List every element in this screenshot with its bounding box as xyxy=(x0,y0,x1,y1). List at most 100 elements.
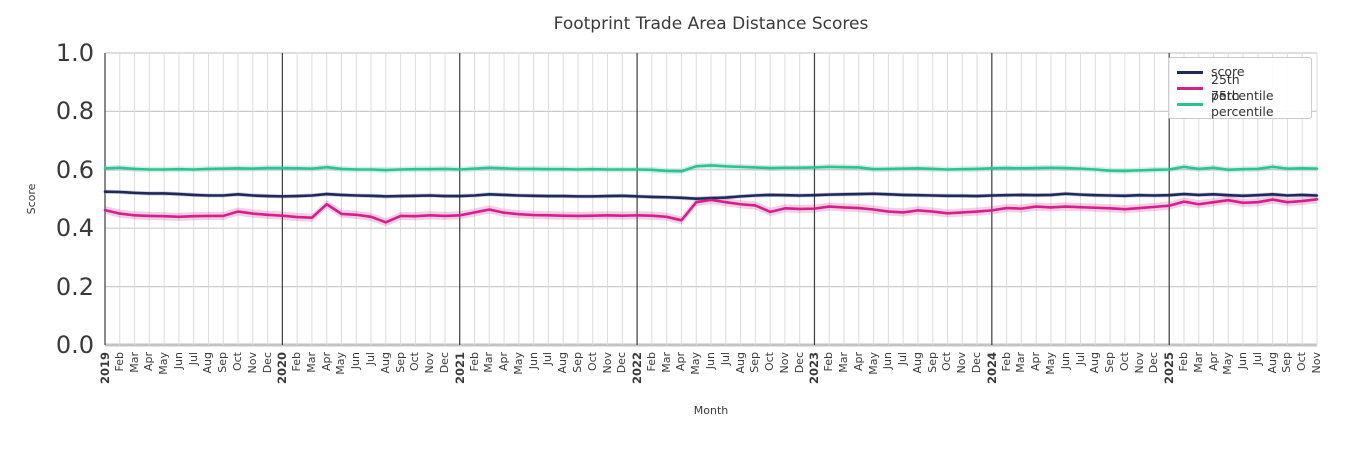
x-tick-label: Aug xyxy=(733,352,747,374)
x-tick-label: Aug xyxy=(1088,352,1102,374)
x-tick-label: Dec xyxy=(615,352,629,374)
x-tick-label: Aug xyxy=(378,352,392,374)
legend-item-25th-percentile: 25th percentile xyxy=(1177,72,1303,103)
x-tick-label: Apr xyxy=(851,352,865,372)
x-tick-label: Nov xyxy=(777,352,791,374)
x-tick-label: Jul xyxy=(718,352,732,366)
x-tick-label: Sep xyxy=(216,352,230,373)
x-tick-label: Jun xyxy=(704,352,717,370)
x-tick-label: Mar xyxy=(659,352,673,373)
x-tick-label: Sep xyxy=(748,352,762,373)
x-tick-label: Sep xyxy=(1103,352,1117,373)
x-tick-label: Jun xyxy=(881,352,895,370)
legend: score 25th percentile 75th percentile xyxy=(1168,57,1312,119)
x-tick-label-year: 2024 xyxy=(984,352,999,385)
legend-line-swatch xyxy=(1177,102,1203,106)
x-tick-label-year: 2020 xyxy=(275,352,290,385)
legend-line-swatch xyxy=(1177,86,1203,90)
x-tick-label: Nov xyxy=(955,352,969,374)
x-tick-label: Feb xyxy=(467,352,481,372)
x-tick-label: Feb xyxy=(1176,352,1190,372)
y-tick-label: 0.8 xyxy=(55,97,94,126)
y-tick-label: 0.4 xyxy=(55,214,94,243)
x-tick-label: May xyxy=(866,352,880,375)
x-tick-label: Jun xyxy=(526,352,540,370)
line-75th-percentile xyxy=(103,164,1319,173)
x-tick-label: Apr xyxy=(319,352,333,372)
x-tick-label: Aug xyxy=(1265,352,1279,374)
x-tick-label: Sep xyxy=(1280,352,1294,373)
x-tick-label: Apr xyxy=(674,352,688,372)
x-tick-label: Jul xyxy=(896,352,910,366)
x-tick-label-year: 2019 xyxy=(98,352,112,385)
y-tick-label: 0.6 xyxy=(55,155,94,184)
chart-title: Footprint Trade Area Distance Scores xyxy=(553,14,869,34)
x-tick-label: Jul xyxy=(186,352,200,366)
x-tick-label: Feb xyxy=(822,352,836,372)
x-tick-label: May xyxy=(511,352,525,375)
x-tick-label: Aug xyxy=(556,352,570,374)
x-tick-label: Mar xyxy=(482,352,496,373)
x-tick-label: Jun xyxy=(1236,352,1250,370)
line-25th-percentile xyxy=(103,197,1319,224)
legend-label: score xyxy=(1211,64,1245,79)
x-tick-label: Dec xyxy=(970,352,984,374)
legend-item-75th-percentile: 75th percentile xyxy=(1177,88,1303,119)
x-tick-label: Jul xyxy=(1250,352,1264,366)
x-tick-label: Dec xyxy=(437,352,451,374)
line-score xyxy=(103,190,1319,201)
x-tick-label: May xyxy=(1043,352,1057,375)
x-tick-label: Feb xyxy=(290,352,304,372)
x-tick-label: Apr xyxy=(1206,352,1220,372)
x-tick-label: Jun xyxy=(171,352,185,370)
x-tick-label: Mar xyxy=(1191,352,1205,373)
legend-item-score: score xyxy=(1177,64,1303,80)
x-tick-label: Oct xyxy=(231,352,245,372)
x-tick-label: Jul xyxy=(1073,352,1087,366)
legend-label: 75th percentile xyxy=(1211,88,1274,119)
x-tick-label: Feb xyxy=(999,352,1013,372)
band-25th-percentile xyxy=(105,195,1317,227)
x-tick-label: Jul xyxy=(364,352,378,366)
x-tick-label: May xyxy=(689,352,703,375)
x-tick-label: Nov xyxy=(1310,352,1323,374)
x-tick-label: Jun xyxy=(349,352,363,370)
x-tick-label: Mar xyxy=(1014,352,1028,373)
x-tick-label: Feb xyxy=(112,352,126,372)
x-tick-label: Mar xyxy=(837,352,851,373)
x-tick-label: Mar xyxy=(304,352,318,373)
x-tick-label: May xyxy=(157,352,171,375)
x-tick-label: Dec xyxy=(1147,352,1161,374)
x-tick-label: Nov xyxy=(245,352,259,374)
x-tick-label: Feb xyxy=(644,352,658,372)
x-tick-label: Nov xyxy=(1132,352,1146,374)
x-tick-label: Jul xyxy=(541,352,555,366)
legend-line-swatch xyxy=(1177,70,1203,74)
x-tick-label: Apr xyxy=(142,352,156,372)
x-tick-label: Nov xyxy=(600,352,614,374)
x-tick-label-year: 2021 xyxy=(452,352,467,385)
x-tick-label: Mar xyxy=(127,352,141,373)
band-75th-percentile xyxy=(105,162,1317,175)
y-tick-label: 1.0 xyxy=(55,39,94,67)
x-axis-label: Month xyxy=(693,404,729,417)
y-tick-label: 0.0 xyxy=(55,331,94,359)
x-tick-label: May xyxy=(334,352,348,375)
x-tick-label: Dec xyxy=(260,352,274,374)
x-tick-label: Nov xyxy=(423,352,437,374)
x-tick-label: Oct xyxy=(763,352,777,372)
legend-label: 25th percentile xyxy=(1211,72,1274,103)
x-tick-label: Oct xyxy=(1117,352,1131,372)
x-tick-label: Jun xyxy=(1058,352,1072,370)
x-tick-label: May xyxy=(1221,352,1235,375)
x-tick-label: Apr xyxy=(497,352,511,372)
x-tick-label-year: 2025 xyxy=(1162,352,1177,385)
x-tick-label: Oct xyxy=(408,352,422,372)
x-tick-label: Sep xyxy=(570,352,584,373)
x-tick-label: Apr xyxy=(1029,352,1043,372)
x-tick-label: Sep xyxy=(393,352,407,373)
x-tick-label: Oct xyxy=(585,352,599,372)
x-tick-label: Oct xyxy=(1295,352,1309,372)
